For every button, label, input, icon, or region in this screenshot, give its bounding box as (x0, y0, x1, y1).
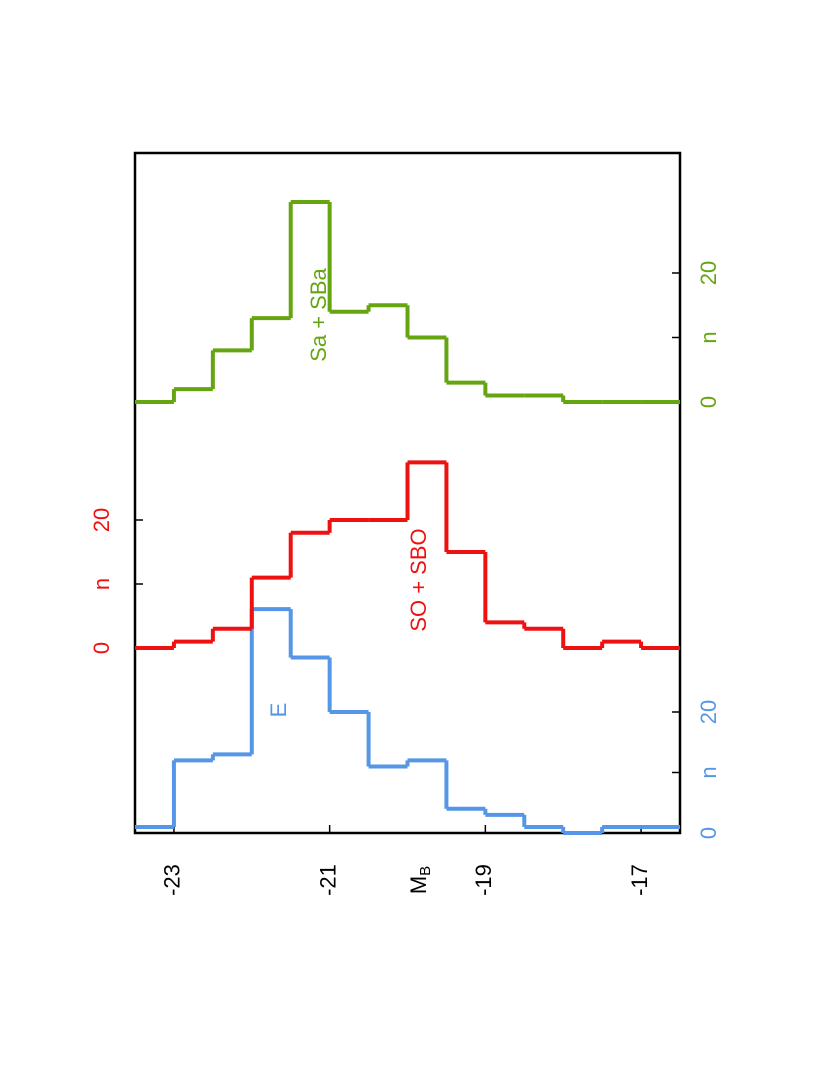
x-tick-label: -17 (627, 864, 652, 896)
x-tick-label: -19 (471, 864, 496, 896)
series-label: E (266, 703, 291, 718)
series-label: SO + SBO (406, 528, 431, 631)
y-tick-label: n (89, 578, 114, 590)
x-axis-label: MB (406, 866, 434, 894)
y-tick-label: 0 (696, 396, 721, 408)
y-tick-label: n (696, 331, 721, 343)
y-tick-label: 20 (696, 261, 721, 285)
y-tick-label: 0 (696, 827, 721, 839)
y-tick-label: 0 (89, 642, 114, 654)
x-tick-label: -21 (315, 864, 340, 896)
y-tick-label: 20 (89, 508, 114, 532)
y-tick-label: 20 (696, 700, 721, 724)
x-axis-label-subscript: B (417, 866, 434, 876)
x-axis-label-main: M (406, 876, 431, 894)
x-tick-label: -23 (160, 864, 185, 896)
series-label: Sa + SBa (306, 267, 331, 361)
plot-frame (133, 151, 682, 835)
y-tick-label: n (696, 766, 721, 778)
